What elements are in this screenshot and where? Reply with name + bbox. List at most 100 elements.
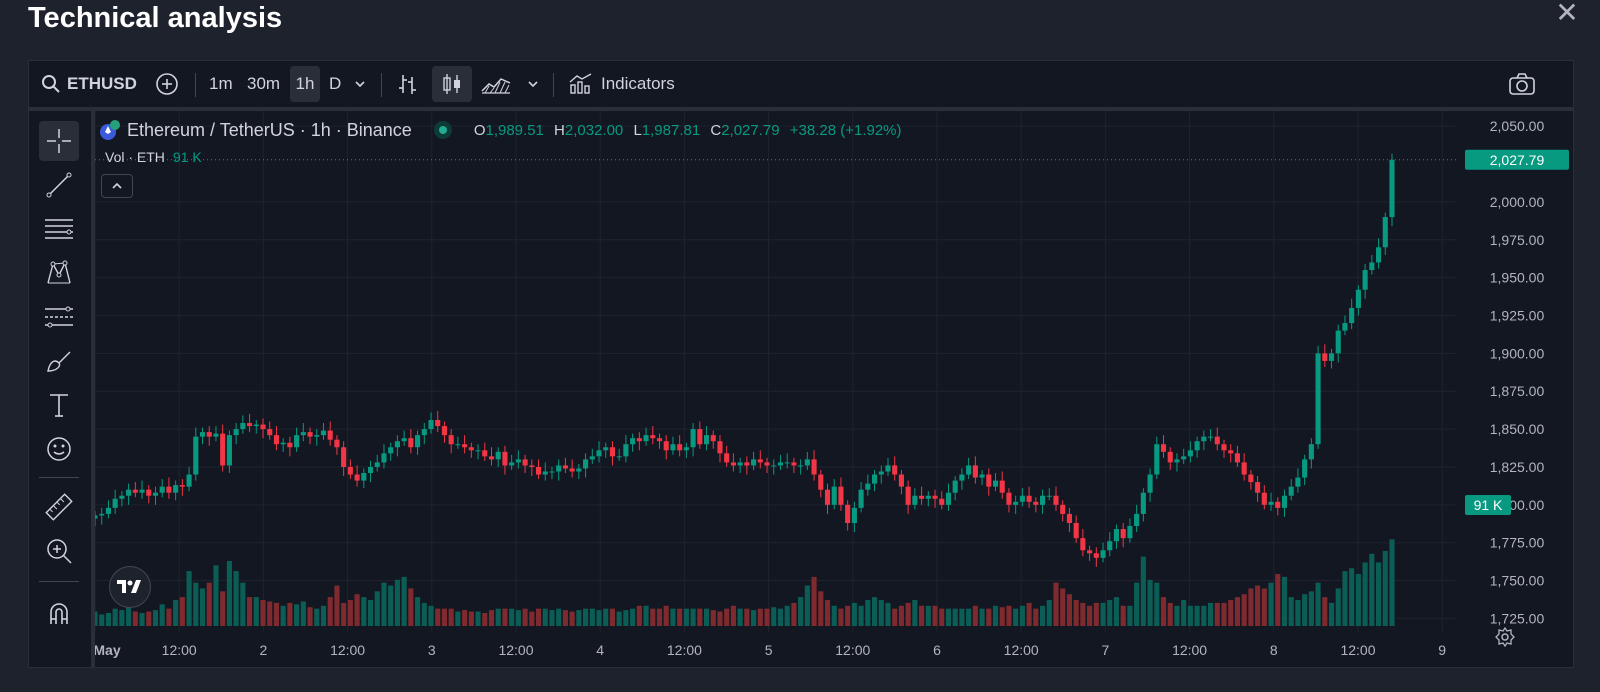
symbol-description[interactable]: Ethereum / TetherUS · 1h · Binance <box>127 119 412 140</box>
volume-bar <box>1208 602 1214 626</box>
candle-body <box>388 447 394 454</box>
candle-body <box>583 459 589 469</box>
text-tool[interactable] <box>39 385 79 425</box>
candle-body <box>771 465 777 467</box>
compare-button[interactable] <box>155 61 179 107</box>
current-price-tag <box>1465 149 1569 170</box>
settings-button[interactable] <box>1495 626 1517 649</box>
tradingview-logo[interactable] <box>109 566 151 608</box>
volume-bar <box>871 597 878 626</box>
price-chart[interactable] <box>95 111 1457 633</box>
candle-body <box>616 456 622 458</box>
candle-body <box>1295 477 1301 487</box>
candle-body <box>95 515 98 519</box>
price-tick-label: 1,825.00 <box>1490 459 1545 475</box>
volume-bar <box>670 608 676 626</box>
candle-body <box>777 462 784 466</box>
volume-bar <box>623 610 629 626</box>
candle-body <box>435 420 441 427</box>
candle-body <box>1342 323 1348 331</box>
candle-body <box>1308 444 1314 460</box>
volume-bar <box>603 608 609 626</box>
symbol-label: ETHUSD <box>67 74 137 93</box>
volume-bar <box>1322 597 1328 626</box>
measure-tool[interactable] <box>39 487 79 527</box>
candle-body <box>683 447 689 451</box>
collapse-legend-button[interactable] <box>101 174 133 198</box>
pattern-tool[interactable] <box>39 253 79 293</box>
volume-bar <box>112 608 118 626</box>
volume-bar <box>179 597 185 626</box>
area-style-button[interactable] <box>481 61 511 107</box>
volume-bar <box>515 610 521 626</box>
interval-1m[interactable]: 1m <box>209 74 233 93</box>
candle-body <box>818 474 824 490</box>
candle-body <box>804 459 810 466</box>
brush-tool[interactable] <box>39 341 79 381</box>
volume-bar <box>764 608 770 626</box>
indicators-button[interactable]: Indicators <box>569 61 675 107</box>
volume-bar <box>1006 605 1012 626</box>
volume-bar <box>650 608 656 626</box>
chart-type-dropdown[interactable] <box>526 61 540 107</box>
candle-body <box>1100 550 1106 558</box>
candle-body <box>703 435 710 445</box>
candle-body <box>912 495 918 505</box>
candle-body <box>1060 504 1066 514</box>
volume-bar <box>367 600 374 626</box>
candle-body <box>670 444 676 451</box>
volume-bar <box>529 611 535 626</box>
time-tick-label: 12:00 <box>835 642 870 658</box>
text-icon <box>50 394 68 417</box>
candle-body <box>1174 459 1180 463</box>
candles-style-button[interactable] <box>432 66 472 102</box>
volume-bar <box>273 602 279 626</box>
zoom-tool[interactable] <box>39 531 79 571</box>
magnet-tool[interactable] <box>39 593 79 633</box>
candle-body <box>1127 526 1133 539</box>
volume-bar <box>1248 588 1254 626</box>
price-scale-bg <box>1459 111 1573 633</box>
crosshair-tool[interactable] <box>39 121 79 161</box>
close-icon[interactable]: ✕ <box>1555 0 1579 28</box>
time-axis[interactable]: May 12:00 2 12:00 3 12:00 4 12:00 5 12:00 6 12:00 7 1… <box>95 633 1457 667</box>
candle-body <box>314 435 320 437</box>
bars-style-button[interactable] <box>397 61 419 107</box>
fib-tool[interactable] <box>39 209 79 249</box>
time-tick-label: 8 <box>1270 642 1278 658</box>
pattern-icon <box>47 260 71 284</box>
volume-bar <box>905 602 911 626</box>
volume-bar <box>294 604 300 626</box>
candle-body <box>482 450 488 457</box>
candle-body <box>1013 501 1019 505</box>
candle-body <box>220 433 226 466</box>
chevron-up-icon <box>112 182 122 189</box>
volume-bar <box>1389 539 1395 626</box>
candle-body <box>677 444 683 451</box>
interval-1h[interactable]: 1h <box>290 66 320 102</box>
symbol-search-button[interactable]: ETHUSD <box>41 61 137 107</box>
volume-bar <box>193 582 199 626</box>
candle-body <box>697 429 703 445</box>
emoji-tool[interactable] <box>39 429 79 469</box>
volume-bar <box>173 600 179 626</box>
price-tick-label: 1,950.00 <box>1490 270 1545 286</box>
interval-dropdown[interactable] <box>353 61 367 107</box>
volume-bar <box>502 608 508 626</box>
interval-d[interactable]: D <box>329 74 342 93</box>
candle-body <box>468 447 474 451</box>
price-scale[interactable]: 2,050.00 2,000.00 1,975.00 1,950.00 1,925.00… <box>1459 111 1573 633</box>
candle-body <box>972 465 978 478</box>
volume-legend[interactable]: Vol · ETH 91 K <box>105 149 202 165</box>
volume-bar <box>347 600 353 626</box>
candle-body <box>858 489 864 508</box>
candle-body <box>979 474 985 478</box>
screenshot-button[interactable] <box>1509 61 1535 107</box>
trend-line-tool[interactable] <box>39 165 79 205</box>
candle-body <box>448 435 454 445</box>
volume-bar <box>972 605 978 626</box>
time-tick-label: 12:00 <box>162 642 197 658</box>
interval-30m[interactable]: 30m <box>247 74 281 93</box>
volume-bar <box>119 610 125 626</box>
prediction-tool[interactable] <box>39 297 79 337</box>
